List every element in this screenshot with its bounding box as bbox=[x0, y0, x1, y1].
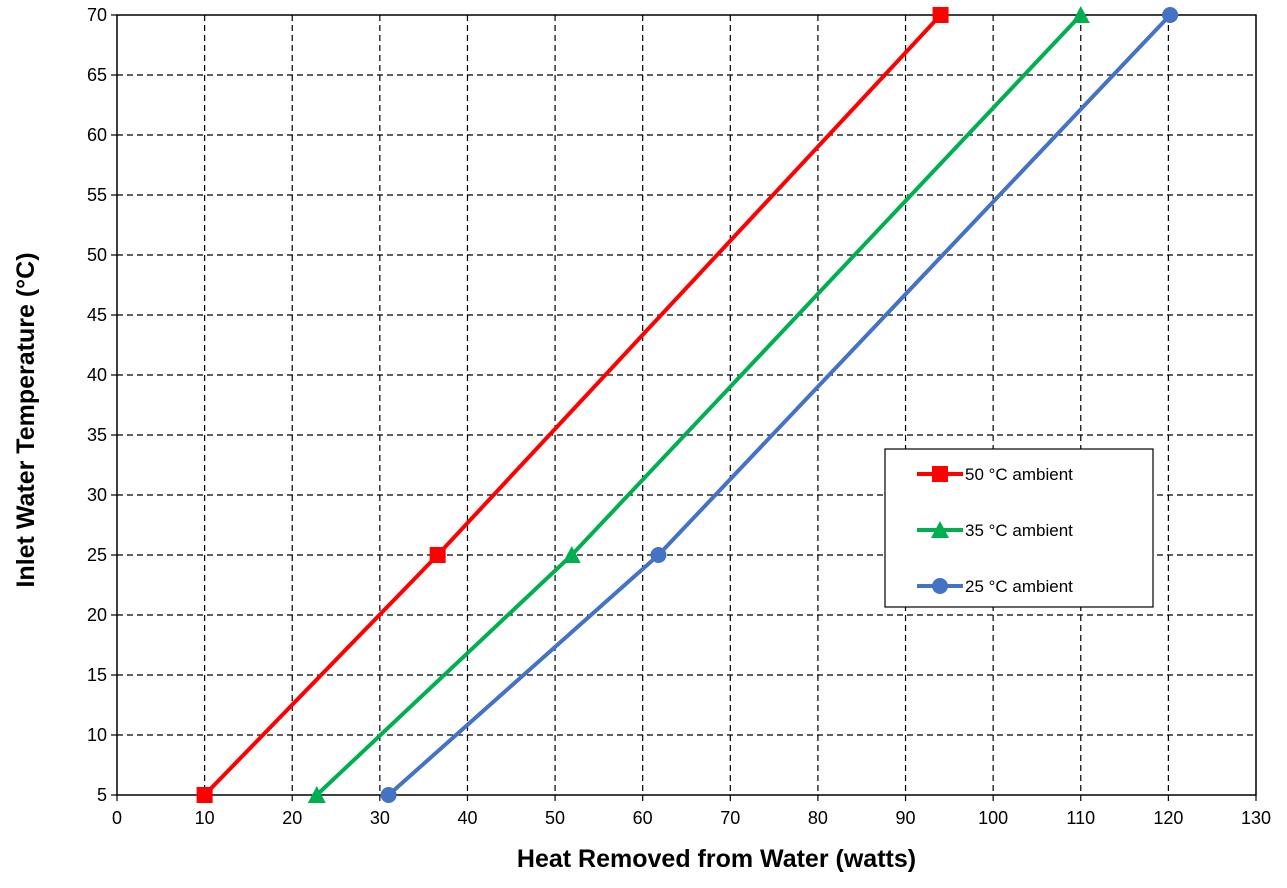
square-marker bbox=[429, 547, 446, 563]
x-tick-label: 70 bbox=[720, 808, 740, 828]
circle-marker bbox=[650, 547, 667, 563]
series-square bbox=[196, 7, 949, 803]
y-tick-label: 45 bbox=[87, 305, 107, 325]
y-axis-ticks: 5 10 15 20 25 30 35 40 45 50 55 60 65 70 bbox=[87, 5, 117, 805]
x-tick-label: 120 bbox=[1153, 808, 1183, 828]
x-tick-label: 0 bbox=[112, 808, 122, 828]
y-tick-label: 25 bbox=[87, 545, 107, 565]
legend-item: 25 °C ambient bbox=[917, 577, 1073, 596]
y-tick-label: 55 bbox=[87, 185, 107, 205]
circle-marker bbox=[932, 578, 948, 594]
y-tick-label: 35 bbox=[87, 425, 107, 445]
x-tick-label: 10 bbox=[195, 808, 215, 828]
y-axis-title: Inlet Water Temperature (°C) bbox=[12, 252, 40, 587]
series-triangle bbox=[307, 6, 1090, 803]
triangle-marker bbox=[307, 786, 326, 803]
series-circle bbox=[380, 7, 1179, 803]
square-marker bbox=[196, 787, 213, 803]
x-tick-label: 100 bbox=[978, 808, 1008, 828]
y-tick-label: 5 bbox=[97, 785, 107, 805]
x-tick-label: 80 bbox=[808, 808, 828, 828]
circle-marker bbox=[380, 787, 397, 803]
gridlines bbox=[117, 15, 1256, 795]
x-tick-label: 40 bbox=[457, 808, 477, 828]
y-tick-label: 30 bbox=[87, 485, 107, 505]
legend-label: 35 °C ambient bbox=[965, 521, 1073, 540]
y-tick-label: 65 bbox=[87, 65, 107, 85]
y-tick-label: 40 bbox=[87, 365, 107, 385]
y-tick-label: 70 bbox=[87, 5, 107, 25]
legend-label: 50 °C ambient bbox=[965, 465, 1073, 484]
square-marker bbox=[932, 466, 948, 482]
legend-item: 50 °C ambient bbox=[917, 465, 1073, 484]
x-axis-ticks: 0 10 20 30 40 50 60 70 80 90 100 110 120 130 bbox=[112, 795, 1271, 828]
x-tick-label: 110 bbox=[1066, 808, 1095, 828]
triangle-marker bbox=[562, 546, 581, 563]
legend-label: 25 °C ambient bbox=[965, 577, 1073, 596]
plot-area-frame bbox=[116, 14, 1257, 796]
legend-item: 35 °C ambient bbox=[917, 521, 1073, 540]
square-marker bbox=[932, 7, 949, 23]
y-tick-label: 50 bbox=[87, 245, 107, 265]
series-lines bbox=[196, 6, 1179, 803]
x-tick-label: 90 bbox=[896, 808, 916, 828]
y-tick-label: 15 bbox=[87, 665, 107, 685]
x-tick-label: 130 bbox=[1241, 808, 1271, 828]
triangle-marker bbox=[1071, 6, 1090, 23]
x-axis-title: Heat Removed from Water (watts) bbox=[517, 845, 916, 873]
circle-marker bbox=[1162, 7, 1179, 23]
x-tick-label: 60 bbox=[633, 808, 653, 828]
y-tick-label: 60 bbox=[87, 125, 107, 145]
x-tick-label: 30 bbox=[370, 808, 390, 828]
triangle-marker bbox=[931, 521, 949, 538]
x-tick-label: 50 bbox=[545, 808, 565, 828]
x-tick-label: 20 bbox=[282, 808, 302, 828]
y-tick-label: 10 bbox=[87, 725, 107, 745]
y-tick-label: 20 bbox=[87, 605, 107, 625]
legend: 50 °C ambient 35 °C ambient 25 °C ambient bbox=[884, 448, 1154, 608]
